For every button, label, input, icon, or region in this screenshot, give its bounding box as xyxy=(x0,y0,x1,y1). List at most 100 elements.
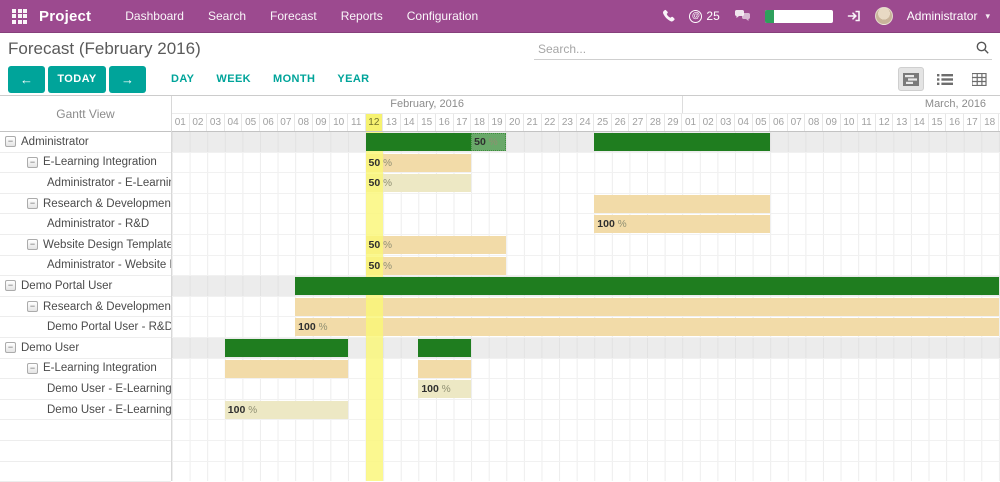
inbox-count: 25 xyxy=(706,9,720,23)
day-cell: 08 xyxy=(295,114,313,131)
row-label-text: E-Learning Integration xyxy=(43,362,157,375)
grid-view-button[interactable] xyxy=(966,67,992,91)
range-links: DAY WEEK MONTH YEAR xyxy=(171,73,370,85)
brand-title[interactable]: Project xyxy=(39,7,92,25)
collapse-icon[interactable]: − xyxy=(27,198,38,210)
day-header: 01 02 03 04 05 06 07 08 09 10 11 12 13 14 15 16 17 18 19 20… xyxy=(172,114,1000,132)
chevron-down-icon: ▾ xyxy=(985,10,990,21)
gantt-bar-wheat[interactable] xyxy=(295,318,999,337)
range-week[interactable]: WEEK xyxy=(216,73,252,85)
today-button[interactable]: TODAY xyxy=(48,65,106,93)
chat-icon[interactable] xyxy=(734,9,751,23)
menu-forecast[interactable]: Forecast xyxy=(270,9,317,23)
gantt-bar-wheat[interactable] xyxy=(594,215,771,234)
avatar[interactable] xyxy=(874,7,893,25)
gantt-bar-green[interactable] xyxy=(365,133,472,151)
day-cell: 03 xyxy=(207,114,225,131)
collapse-icon[interactable]: − xyxy=(5,280,16,292)
collapse-icon[interactable]: − xyxy=(5,342,16,354)
collapse-icon[interactable]: − xyxy=(5,136,16,148)
collapse-icon[interactable]: − xyxy=(27,156,38,168)
row-label-text: Demo User - E-Learning xyxy=(47,403,171,416)
gantt-chart: Gantt View − Administrator − E-Learning Int… xyxy=(0,95,1000,482)
gantt-bar-wheat[interactable] xyxy=(365,256,507,275)
collapse-icon[interactable]: − xyxy=(27,362,38,374)
gantt-bar-pale[interactable] xyxy=(224,400,348,419)
day-cell: 24 xyxy=(577,114,595,131)
day-cell: 27 xyxy=(629,114,648,131)
gantt-bar-wheat[interactable] xyxy=(365,153,472,172)
apps-grid-icon[interactable] xyxy=(12,8,27,24)
view-switcher xyxy=(898,67,992,91)
menu-dashboard[interactable]: Dashboard xyxy=(125,9,184,23)
collapse-icon[interactable]: − xyxy=(27,239,38,251)
gantt-row xyxy=(172,276,1000,297)
row-label: Demo User - E-Learning xyxy=(0,400,171,421)
gantt-bar-wheat[interactable] xyxy=(418,359,472,378)
row-label: Administrator - Website Design xyxy=(0,256,171,277)
day-cell: 19 xyxy=(489,114,507,131)
gantt-bar-green-light[interactable] xyxy=(471,133,507,151)
day-cell: 25 xyxy=(594,114,612,131)
page-title: Forecast (February 2016) xyxy=(8,39,201,58)
gantt-row xyxy=(172,420,1000,441)
day-cell: 28 xyxy=(647,114,665,131)
menu-reports[interactable]: Reports xyxy=(340,9,383,23)
row-label-text: Website Design Templates xyxy=(43,238,171,251)
gantt-bar-green[interactable] xyxy=(594,133,771,151)
menu-configuration[interactable]: Configuration xyxy=(406,9,479,23)
row-label: − Administrator xyxy=(0,132,171,153)
user-menu[interactable]: Administrator xyxy=(906,9,978,23)
gantt-row xyxy=(172,440,1000,462)
collapse-icon[interactable]: − xyxy=(27,301,38,313)
day-cell: 14 xyxy=(911,114,929,131)
prev-button[interactable]: ← xyxy=(8,65,45,93)
row-label: − E-Learning Integration xyxy=(0,153,171,174)
day-cell: 06 xyxy=(260,114,278,131)
gantt-bar-wheat[interactable] xyxy=(295,297,999,316)
next-button[interactable]: → xyxy=(109,65,146,93)
row-label-text: Administrator - E-Learning xyxy=(47,176,171,189)
day-cell: 20 xyxy=(506,114,524,131)
day-cell: 03 xyxy=(717,114,736,131)
today-column-highlight xyxy=(365,132,384,481)
row-label-text: Demo User xyxy=(21,341,80,354)
row-label: − Demo Portal User xyxy=(0,276,171,297)
range-year[interactable]: YEAR xyxy=(337,73,370,85)
month-label: February, 2016 xyxy=(390,98,465,110)
day-cell: 01 xyxy=(172,114,190,131)
row-label-text: Administrator - Website Design xyxy=(47,259,171,272)
row-label: Administrator - E-Learning xyxy=(0,173,171,194)
day-cell: 12 xyxy=(876,114,894,131)
gantt-bar-green[interactable] xyxy=(224,338,348,357)
gantt-bar-wheat[interactable] xyxy=(365,235,507,254)
day-cell: 14 xyxy=(401,114,419,131)
phone-icon[interactable] xyxy=(661,9,676,23)
search-icon[interactable] xyxy=(975,40,990,60)
day-cell: 18 xyxy=(471,114,489,131)
day-cell: 04 xyxy=(735,114,753,131)
gantt-view-button[interactable] xyxy=(898,67,924,91)
day-cell: 11 xyxy=(858,114,876,131)
range-month[interactable]: MONTH xyxy=(273,73,316,85)
row-label-empty xyxy=(0,420,171,441)
row-label-text: Administrator - R&D xyxy=(47,218,150,231)
month-header: February, 2016 March, 2016 xyxy=(172,96,1000,114)
row-label-text: Demo User - E-Learning xyxy=(47,382,171,395)
sign-in-icon[interactable] xyxy=(847,9,861,23)
range-day[interactable]: DAY xyxy=(171,73,195,85)
gantt-bar-wheat[interactable] xyxy=(224,359,348,378)
day-cell: 17 xyxy=(964,114,982,131)
gantt-bar-wheat[interactable] xyxy=(594,194,771,213)
gantt-bar-pale[interactable] xyxy=(365,174,472,193)
list-view-button[interactable] xyxy=(932,67,958,91)
row-label-empty xyxy=(0,462,171,482)
gantt-bar-pale[interactable] xyxy=(418,380,472,399)
gantt-bar-green[interactable] xyxy=(295,277,999,296)
top-navbar: Project Dashboard Search Forecast Reports Co… xyxy=(0,0,1000,33)
gantt-bar-green[interactable] xyxy=(418,338,472,357)
search-input[interactable] xyxy=(534,38,992,60)
day-cell: 05 xyxy=(753,114,771,131)
menu-search[interactable]: Search xyxy=(207,9,247,23)
inbox-counter[interactable]: @ 25 xyxy=(689,9,720,23)
